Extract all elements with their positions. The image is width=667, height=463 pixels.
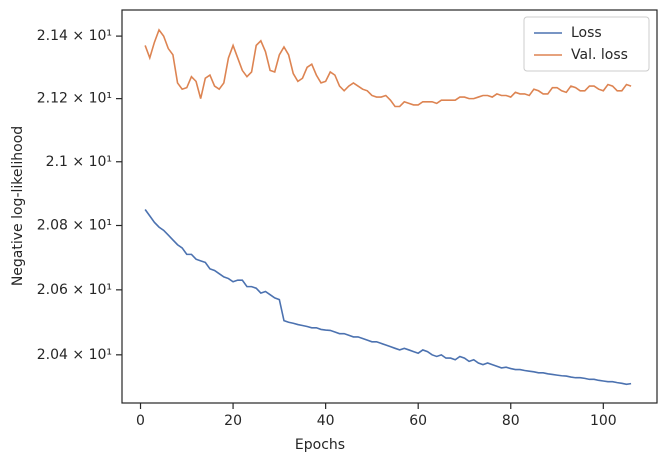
x-tick-label: 100 bbox=[590, 413, 617, 429]
y-tick-label: 2.08 × 10¹ bbox=[37, 218, 112, 234]
legend-label: Val. loss bbox=[571, 47, 628, 63]
line-series bbox=[144, 28, 632, 108]
y-tick-label: 2.14 × 10¹ bbox=[37, 28, 112, 44]
x-tick-label: 0 bbox=[136, 413, 145, 429]
x-axis-label: Epochs bbox=[295, 437, 345, 453]
x-tick-label: 80 bbox=[502, 413, 520, 429]
y-tick-label: 2.12 × 10¹ bbox=[37, 91, 112, 107]
x-tick-label: 20 bbox=[224, 413, 242, 429]
y-tick-label: 2.06 × 10¹ bbox=[37, 282, 112, 298]
x-tick-label: 40 bbox=[317, 413, 335, 429]
plot-frame bbox=[121, 9, 658, 404]
legend-box bbox=[523, 16, 650, 72]
line-series bbox=[144, 209, 632, 386]
y-axis-label: Negative log-likelihood bbox=[10, 126, 26, 286]
y-tick-label: 2.04 × 10¹ bbox=[37, 347, 112, 363]
y-tick-label: 2.1 × 10¹ bbox=[46, 154, 112, 170]
x-tick-label: 60 bbox=[409, 413, 427, 429]
legend-label: Loss bbox=[571, 25, 602, 41]
